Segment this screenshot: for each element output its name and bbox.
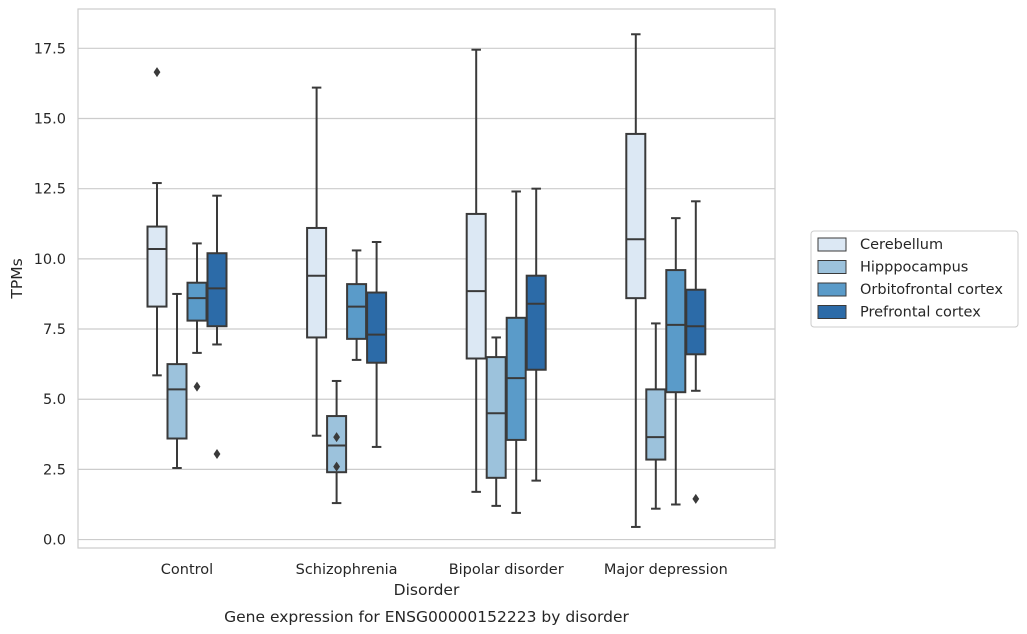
box-body (306, 226, 328, 339)
outlier-point (153, 67, 161, 78)
box-body (166, 363, 188, 440)
legend-label: Prefrontal cortex (860, 305, 981, 321)
outlier-point (193, 381, 201, 392)
box-body (146, 225, 168, 308)
box-body (525, 274, 547, 371)
y-tick-label: 7.5 (43, 322, 66, 338)
x-tick-labels: Control Schizophrenia Bipolar disorder Majo… (161, 562, 728, 578)
grid-lines (78, 47, 775, 541)
outlier-point (692, 493, 700, 504)
y-tick-label: 2.5 (43, 462, 66, 478)
box-hipppocampus (645, 322, 667, 510)
outlier-point (333, 461, 340, 472)
box-body (665, 269, 687, 394)
box-prefrontal-cortex (685, 200, 707, 504)
y-axis-label: TPMs (8, 258, 26, 299)
legend-swatch (817, 237, 847, 252)
box-orbitofrontal-cortex (505, 190, 527, 514)
x-tick-label: Control (161, 562, 213, 578)
box-body (366, 291, 388, 364)
box-body (645, 388, 667, 461)
legend-frame (810, 230, 1019, 328)
box-cerebellum (306, 86, 328, 437)
x-tick-label: Schizophrenia (296, 562, 398, 578)
legend-label: Orbitofrontal cortex (860, 282, 1003, 298)
box-cerebellum (465, 48, 487, 493)
legend-swatch (817, 260, 847, 274)
box-body (465, 212, 487, 360)
box-cerebellum (146, 67, 168, 377)
y-tick-label: 15.0 (34, 111, 66, 127)
outlier-point (213, 448, 221, 459)
box-body (186, 281, 208, 322)
y-tick-labels: 0.0 2.5 5.0 7.5 10.0 12.5 15.0 17.5 (34, 41, 66, 548)
x-tick-label: Bipolar disorder (449, 562, 564, 578)
box-orbitofrontal-cortex (186, 242, 208, 392)
chart-caption: Gene expression for ENSG00000152223 by d… (224, 608, 629, 626)
y-tick-label: 17.5 (34, 41, 66, 57)
box-body (326, 415, 348, 474)
box-body (206, 252, 228, 328)
box-hipppocampus (166, 292, 188, 469)
box-groups (146, 33, 707, 528)
x-tick-label: Major depression (604, 562, 728, 578)
box-prefrontal-cortex (366, 241, 388, 448)
plot-frame (77, 8, 776, 549)
legend: Cerebellum Hipppocampus Orbitofrontal cort… (810, 230, 1019, 328)
y-tick-label: 0.0 (43, 533, 66, 549)
legend-label: Cerebellum (860, 237, 943, 253)
y-tick-label: 12.5 (34, 182, 66, 198)
box-orbitofrontal-cortex (346, 249, 368, 361)
legend-swatch (817, 305, 847, 319)
box-body (625, 132, 647, 300)
y-tick-label: 10.0 (34, 252, 66, 268)
box-cerebellum (625, 33, 647, 528)
legend-label: Hipppocampus (860, 260, 968, 276)
box-prefrontal-cortex (525, 187, 547, 482)
y-tick-label: 5.0 (43, 392, 66, 408)
box-body (485, 356, 507, 479)
x-axis-label: Disorder (394, 581, 460, 599)
box-prefrontal-cortex (206, 194, 228, 459)
legend-swatch (817, 282, 847, 297)
box-body (685, 288, 707, 356)
box-body (346, 283, 368, 340)
outlier-point (333, 432, 340, 443)
box-hipppocampus (326, 379, 348, 505)
